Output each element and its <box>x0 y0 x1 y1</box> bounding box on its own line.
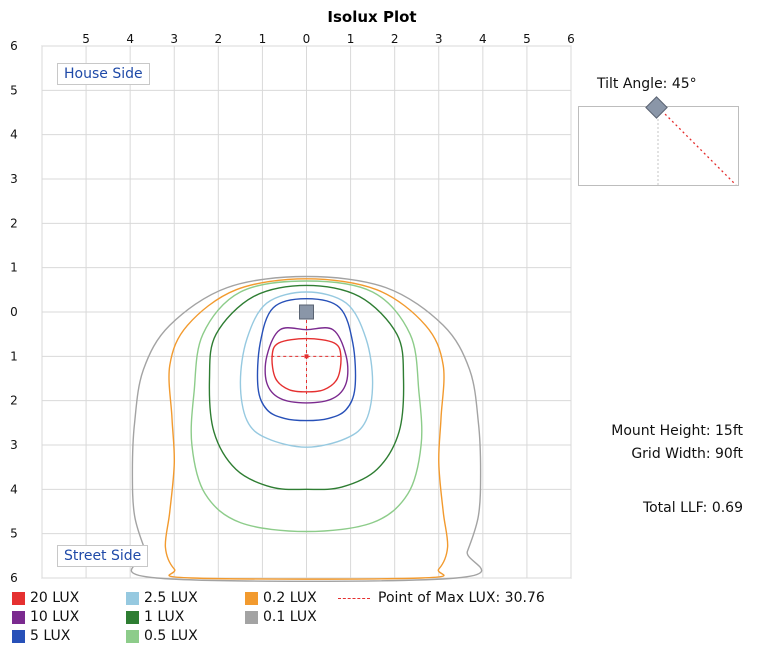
y-tick-label: 3 <box>10 438 18 452</box>
y-tick-label: 6 <box>10 39 18 53</box>
legend-item: 2.5 LUX <box>126 590 198 606</box>
y-tick-label: 1 <box>10 349 18 363</box>
contour-2-5-lux <box>239 291 374 448</box>
contour-0-1-lux <box>130 275 483 582</box>
contour-10-lux <box>264 327 349 404</box>
x-tick-label: 1 <box>259 32 267 46</box>
tilt-diagram-svg <box>657 106 737 186</box>
legend-label: 0.5 LUX <box>144 628 198 644</box>
legend-max-lux: Point of Max LUX: 30.76 <box>338 590 545 606</box>
legend-label: 10 LUX <box>30 609 80 625</box>
y-tick-label: 3 <box>10 172 18 186</box>
y-tick-label: 5 <box>10 83 18 97</box>
x-tick-label: 2 <box>215 32 223 46</box>
x-tick-label: 5 <box>82 32 90 46</box>
x-tick-label: 3 <box>170 32 178 46</box>
legend-item: 20 LUX <box>12 590 79 606</box>
y-tick-label: 1 <box>10 261 18 275</box>
grid-width-label: Grid Width: 90ft <box>631 446 743 462</box>
x-tick-label: 0 <box>303 32 311 46</box>
y-tick-label: 0 <box>10 305 18 319</box>
legend-swatch <box>126 610 139 624</box>
luminaire-icon <box>299 304 314 320</box>
contour-1-lux <box>208 284 405 491</box>
plot-markers <box>271 304 342 395</box>
y-tick-labels: 6 5 4 3 2 1 0 1 2 3 4 5 6 <box>10 39 18 585</box>
legend-item: 5 LUX <box>12 628 70 644</box>
x-tick-label: 6 <box>567 32 575 46</box>
tilt-angle-diagram <box>578 106 739 186</box>
legend-swatch <box>12 629 25 643</box>
legend-max-lux-line <box>338 597 370 599</box>
legend-label: 5 LUX <box>30 628 71 644</box>
legend-swatch <box>245 591 258 605</box>
legend-item: 10 LUX <box>12 609 79 625</box>
y-tick-label: 2 <box>10 216 18 230</box>
house-side-label: House Side <box>57 63 150 85</box>
x-tick-label: 5 <box>523 32 531 46</box>
x-tick-label: 1 <box>347 32 355 46</box>
total-llf-label: Total LLF: 0.69 <box>642 500 743 516</box>
legend-item: 0.2 LUX <box>245 590 317 606</box>
legend-label: 20 LUX <box>30 590 80 606</box>
y-tick-label: 2 <box>10 394 18 408</box>
legend-max-lux-label: Point of Max LUX: 30.76 <box>378 590 545 606</box>
contour-20-lux <box>271 337 342 393</box>
legend-swatch <box>245 610 258 624</box>
y-tick-label: 6 <box>10 571 18 585</box>
legend-label: 1 LUX <box>144 609 185 625</box>
contour-5-lux <box>256 298 357 422</box>
x-tick-label: 2 <box>391 32 399 46</box>
x-tick-label: 4 <box>479 32 487 46</box>
x-tick-label: 4 <box>126 32 134 46</box>
x-tick-label: 3 <box>435 32 443 46</box>
legend-swatch <box>12 591 25 605</box>
y-tick-label: 4 <box>10 482 18 496</box>
x-tick-labels: 5 4 3 2 1 0 1 2 3 4 5 6 <box>82 32 575 46</box>
luminaire-tilt-icon <box>645 96 668 119</box>
max-lux-point <box>304 354 309 359</box>
legend-item: 0.5 LUX <box>126 628 198 644</box>
mount-height-label: Mount Height: 15ft <box>611 423 743 439</box>
legend-item: 1 LUX <box>126 609 184 625</box>
legend-label: 0.1 LUX <box>263 609 317 625</box>
tilt-angle-label: Tilt Angle: 45° <box>597 76 697 92</box>
y-tick-label: 5 <box>10 527 18 541</box>
street-side-label: Street Side <box>57 545 149 567</box>
legend-swatch <box>126 591 139 605</box>
tilt-beam-line <box>657 106 737 186</box>
chart-title: Isolux Plot <box>327 8 416 26</box>
contour-0-5-lux <box>190 280 423 533</box>
legend-swatch <box>12 610 25 624</box>
legend-swatch <box>126 629 139 643</box>
legend-label: 0.2 LUX <box>263 590 317 606</box>
y-tick-label: 4 <box>10 128 18 142</box>
contour-0-2-lux <box>164 278 449 580</box>
legend-label: 2.5 LUX <box>144 590 198 606</box>
legend-item: 0.1 LUX <box>245 609 317 625</box>
isolux-contours <box>130 275 483 582</box>
